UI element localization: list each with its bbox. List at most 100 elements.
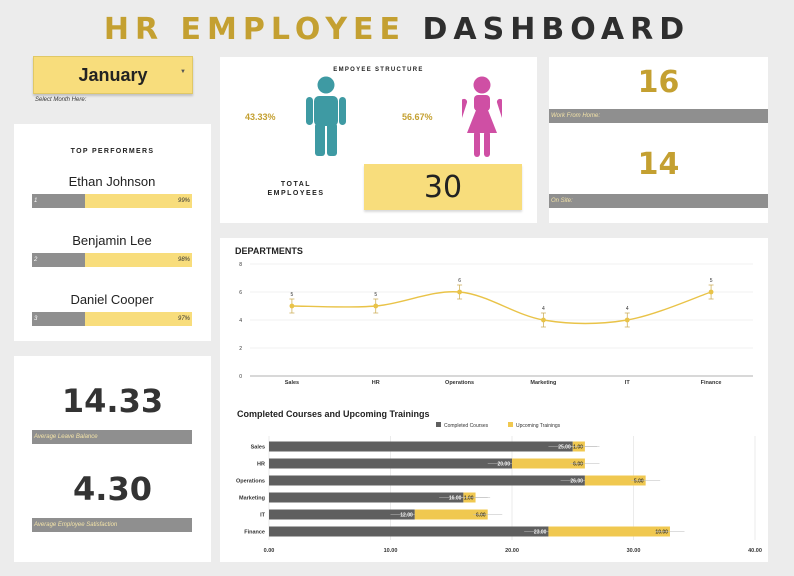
top-performers-card: TOP PERFORMERS Ethan Johnson 1 99% Benja… xyxy=(14,124,211,341)
employee-structure-title: EMPOYEE STRUCTURE xyxy=(333,67,424,73)
legend-label: Upcoming Trainings xyxy=(516,423,561,429)
data-label: 10.00 xyxy=(655,530,668,536)
bar-segment xyxy=(584,475,646,486)
title-part-1: HR EMPLOYEE xyxy=(103,12,407,47)
month-dropdown[interactable]: January ▼ xyxy=(33,56,193,94)
charts-card: DEPARTMENTS 0 2 4 6 8 Sales HR Operations Market… xyxy=(220,238,768,562)
y-tick-label: Sales xyxy=(251,445,265,451)
employee-structure-card: EMPOYEE STRUCTURE 43.33% 56.67% TOTAL EM… xyxy=(220,57,537,223)
x-tick-label: Sales xyxy=(285,380,299,386)
wfh-value: 16 xyxy=(637,65,680,100)
data-label: 16.00 xyxy=(449,496,462,502)
data-label: 12.00 xyxy=(400,513,413,519)
departments-series-line xyxy=(291,291,712,325)
stats-card: 14.33 Average Leave Balance 4.30 Average… xyxy=(14,356,211,562)
performer-rank: 2 xyxy=(32,253,85,267)
performer-rank: 1 xyxy=(32,194,85,208)
total-label-line-2: EMPLOYEES xyxy=(267,190,325,197)
data-point xyxy=(289,303,295,309)
month-hint: Select Month Here: xyxy=(35,97,87,103)
avg-satisfaction-value: 4.30 xyxy=(73,470,152,508)
data-label: 5 xyxy=(291,292,294,298)
data-point xyxy=(541,317,546,323)
legend-label: Completed Courses xyxy=(444,423,489,429)
performer-name: Ethan Johnson xyxy=(68,174,156,189)
performer-1: Ethan Johnson 1 99% xyxy=(32,174,192,208)
data-label: 5 xyxy=(374,292,377,298)
y-tick-label: Operations xyxy=(236,479,265,485)
y-tick-label: 4 xyxy=(239,318,242,324)
avg-leave-value: 14.33 xyxy=(61,382,164,420)
x-tick-label: Finance xyxy=(701,380,722,386)
data-label: 26.00 xyxy=(570,479,583,485)
month-selected-value: January xyxy=(78,64,148,85)
courses-chart-title: Completed Courses and Upcoming Trainings xyxy=(237,409,430,419)
performer-3: Daniel Cooper 3 97% xyxy=(32,292,192,326)
departments-chart-title: DEPARTMENTS xyxy=(235,246,303,256)
performer-pct: 97% xyxy=(177,316,190,322)
data-point xyxy=(708,289,714,295)
performer-2: Benjamin Lee 2 98% xyxy=(32,233,192,267)
data-label: 5 xyxy=(710,278,713,284)
data-label: 6.00 xyxy=(573,462,583,468)
x-tick-label: IT xyxy=(625,380,631,386)
performer-name: Daniel Cooper xyxy=(70,292,154,307)
y-tick-label: 6 xyxy=(239,290,242,296)
performer-rank: 3 xyxy=(32,312,85,326)
performer-bar: 2 98% xyxy=(32,253,192,267)
data-label: 1.00 xyxy=(573,445,583,451)
y-tick-label: 8 xyxy=(239,262,242,268)
total-employees-value: 30 xyxy=(364,164,522,210)
data-point xyxy=(624,317,630,323)
avg-satisfaction-label: Average Employee Satisfaction xyxy=(32,518,192,532)
wfh-label: Work From Home: xyxy=(549,109,768,123)
total-label-line-1: TOTAL xyxy=(280,181,312,188)
data-label: 6.00 xyxy=(476,513,486,519)
avg-leave-label: Average Leave Balance xyxy=(32,430,192,444)
bar-segment xyxy=(414,509,488,520)
legend-swatch xyxy=(436,422,441,427)
y-tick-label: HR xyxy=(257,462,265,468)
y-tick-label: Finance xyxy=(244,530,265,536)
chevron-down-icon[interactable]: ▼ xyxy=(180,69,186,75)
male-percentage: 43.33% xyxy=(245,112,276,122)
male-icon xyxy=(306,76,346,156)
data-point xyxy=(373,303,379,309)
performer-pct: 98% xyxy=(177,257,190,263)
y-tick-label: 2 xyxy=(239,346,242,352)
dashboard-title: HR EMPLOYEE DASHBOARD xyxy=(0,12,794,47)
legend-swatch xyxy=(508,422,513,427)
bar-segment xyxy=(269,526,549,537)
top-performers-title: TOP PERFORMERS xyxy=(70,148,155,155)
female-percentage: 56.67% xyxy=(402,112,433,122)
bar-segment xyxy=(269,441,573,452)
data-label: 20.00 xyxy=(497,462,510,468)
performer-name: Benjamin Lee xyxy=(72,233,152,248)
bar-segment xyxy=(269,475,585,486)
data-label: 25.00 xyxy=(558,445,571,451)
x-tick-label: Marketing xyxy=(530,380,556,386)
data-label: 5.00 xyxy=(634,479,644,485)
y-tick-label: IT xyxy=(260,513,266,519)
onsite-value: 14 xyxy=(637,147,680,182)
work-location-card: 16 Work From Home: 14 On Site: xyxy=(549,57,768,223)
bar-segment xyxy=(269,509,415,520)
data-label: 23.00 xyxy=(534,530,547,536)
x-tick-label: 0.00 xyxy=(264,548,275,554)
performer-bar: 3 97% xyxy=(32,312,192,326)
female-icon xyxy=(462,76,502,157)
onsite-label: On Site: xyxy=(549,194,768,208)
data-label: 1.00 xyxy=(464,496,474,502)
data-label: 4 xyxy=(626,306,629,312)
y-tick-label: 0 xyxy=(239,374,242,380)
x-tick-label: Operations xyxy=(445,380,474,386)
total-employees-label: TOTAL EMPLOYEES xyxy=(256,180,336,198)
x-tick-label: HR xyxy=(372,380,380,386)
y-tick-label: Marketing xyxy=(239,496,265,502)
courses-bar-chart: Completed Courses Upcoming Trainings 0.00 1… xyxy=(236,422,762,554)
title-part-2: DASHBOARD xyxy=(422,12,691,47)
x-tick-label: 10.00 xyxy=(384,548,398,554)
performer-pct: 99% xyxy=(177,198,190,204)
bar-segment xyxy=(548,526,670,537)
data-point xyxy=(457,289,462,295)
